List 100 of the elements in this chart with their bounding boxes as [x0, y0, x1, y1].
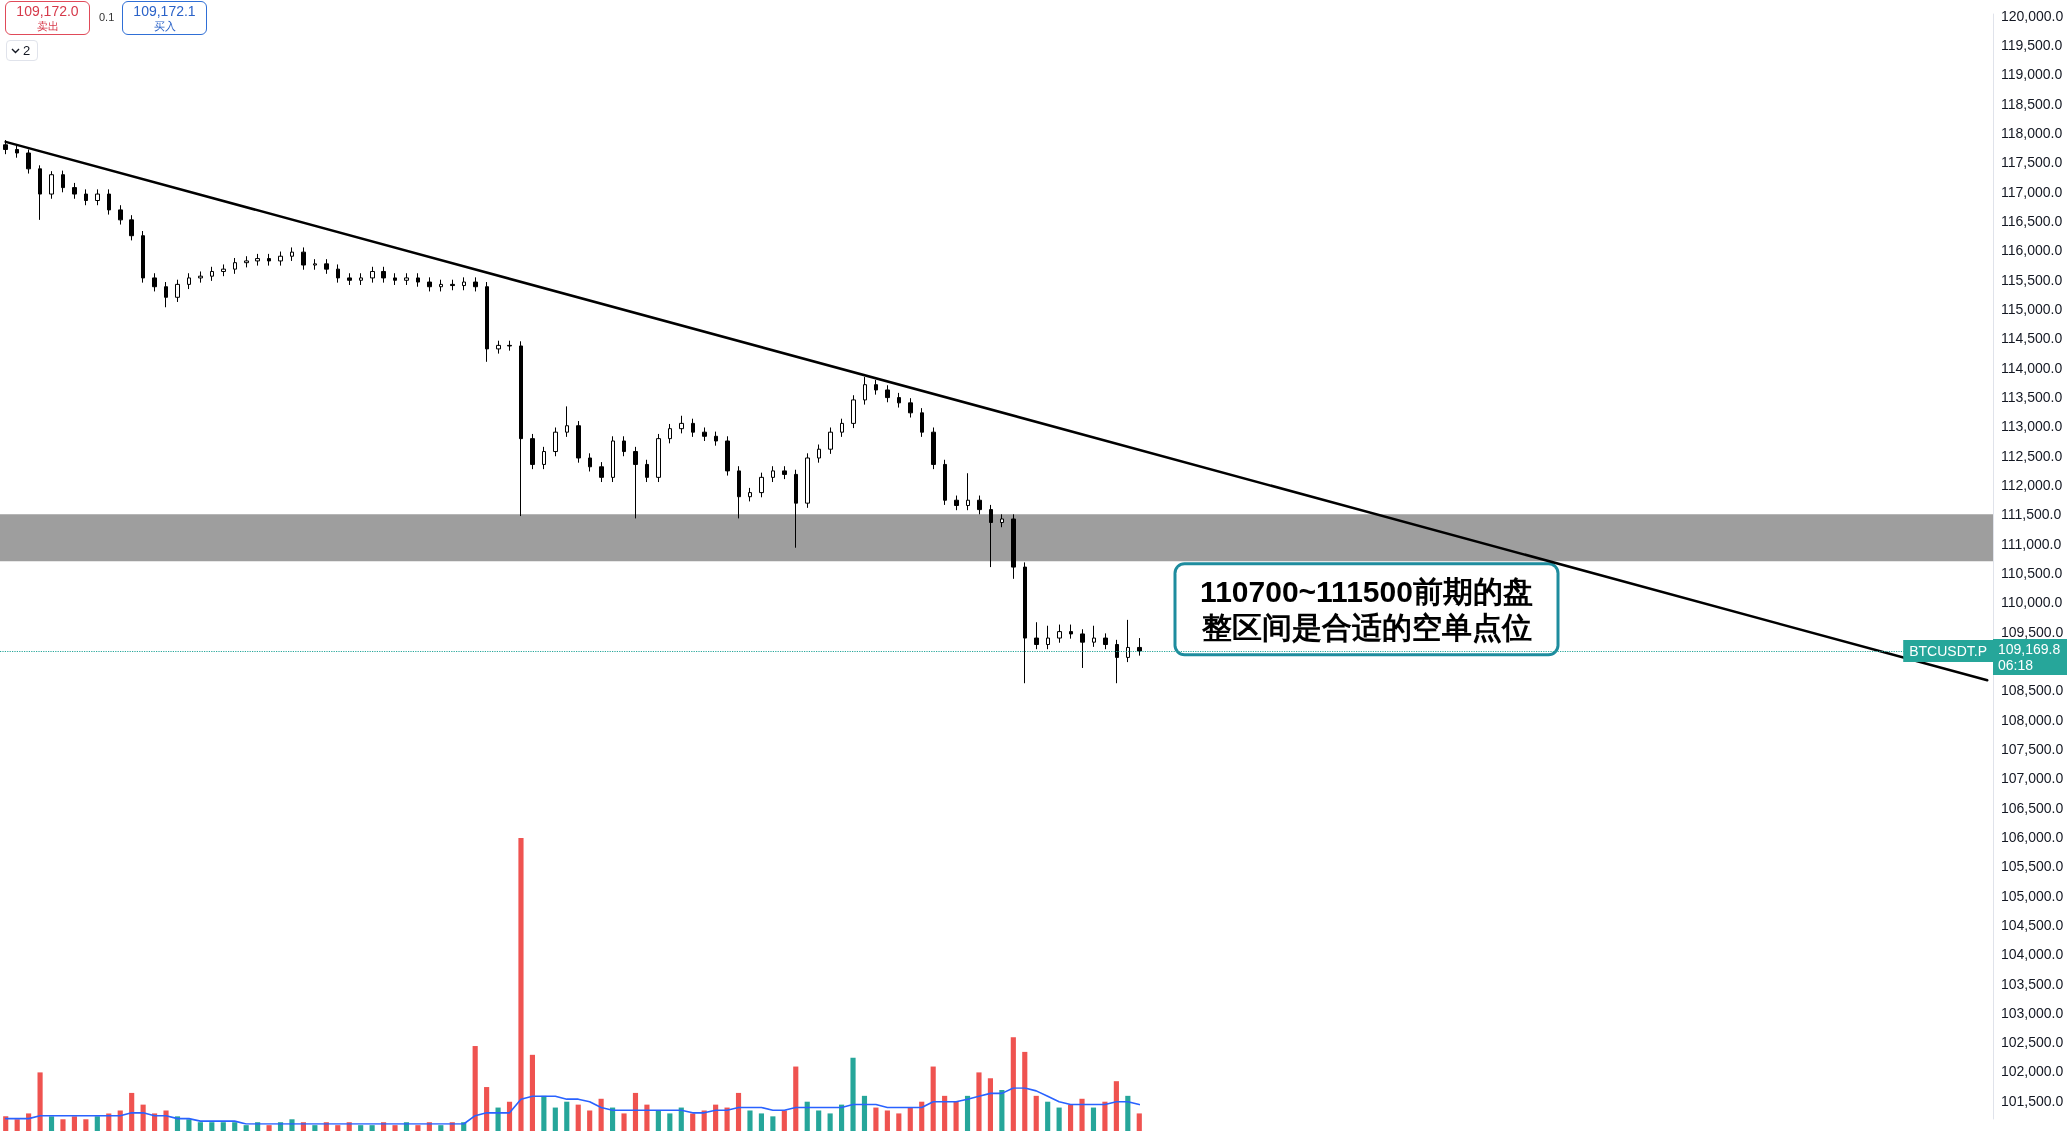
candlestick [439, 279, 443, 292]
bar [1090, 1107, 1097, 1131]
candlestick [1023, 561, 1027, 684]
bar [209, 1122, 215, 1131]
candlestick [49, 170, 54, 200]
bar [415, 1125, 421, 1131]
bar [747, 1110, 753, 1131]
bar [575, 1104, 581, 1131]
bar [678, 1107, 684, 1131]
candlestick [1011, 513, 1016, 580]
bar [644, 1104, 650, 1131]
bar [964, 1095, 971, 1131]
y-tick-label: 112,500.0 [2001, 447, 2063, 464]
bar [94, 1116, 100, 1131]
bar [690, 1113, 696, 1131]
bar [701, 1110, 707, 1131]
candlestick [278, 251, 283, 267]
annotation: 0.1 [99, 11, 115, 23]
bar [804, 1101, 810, 1131]
bar [861, 1095, 868, 1131]
candlestick [313, 258, 317, 271]
candlestick [782, 465, 787, 480]
candlestick [38, 164, 42, 221]
candlestick [542, 446, 546, 470]
candlestick [141, 230, 145, 284]
bar [60, 1119, 66, 1131]
y-tick-label: 103,000.0 [2001, 1004, 2064, 1021]
candlestick [450, 279, 455, 291]
candlestick [336, 263, 340, 284]
candlestick [15, 145, 19, 159]
candlestick [679, 415, 684, 434]
bar [1102, 1101, 1108, 1131]
bar [930, 1066, 936, 1131]
candlestick [427, 276, 432, 292]
buy-button: 109,172.1 买入 [122, 1, 207, 35]
bar [1022, 1051, 1028, 1131]
bar [781, 1110, 787, 1131]
bar [919, 1101, 925, 1131]
bar [174, 1116, 181, 1131]
y-tick-label: 108,500.0 [2001, 682, 2064, 699]
candlestick [954, 495, 959, 511]
candlestick [267, 253, 271, 267]
candlestick [817, 444, 821, 464]
candlestick [966, 472, 970, 511]
y-tick-label: 112,000.0 [2001, 476, 2063, 493]
y-tick-label: 105,000.0 [2001, 887, 2064, 904]
bar [266, 1125, 272, 1131]
bar [839, 1104, 845, 1131]
y-tick-label: 104,500.0 [2001, 916, 2064, 933]
y-tick-label: 110,000.0 [2001, 594, 2063, 611]
candlestick [301, 246, 306, 271]
candlestick [381, 266, 386, 284]
annotation: 卖出 [35, 19, 60, 34]
bar [37, 1072, 43, 1131]
bar [438, 1125, 444, 1131]
y-tick-label: 111,000.0 [2001, 535, 2062, 552]
candlestick [977, 495, 982, 515]
bar [1010, 1037, 1016, 1131]
candlestick [863, 376, 867, 406]
candlestick [885, 384, 890, 403]
candlestick [290, 246, 294, 262]
bar [1045, 1101, 1051, 1131]
candlestick [164, 281, 168, 308]
candlestick [210, 266, 214, 282]
bar [232, 1122, 238, 1131]
y-tick-label: 109,500.0 [2001, 623, 2064, 640]
y-tick-label: 107,500.0 [2001, 740, 2064, 757]
candlestick [1034, 621, 1039, 650]
bar [873, 1107, 879, 1131]
candlestick [255, 253, 260, 267]
bar [312, 1125, 318, 1131]
annotation: 买入 [152, 19, 177, 34]
candlestick [576, 420, 581, 464]
y-tick-label: 114,000.0 [2001, 359, 2063, 376]
bar [197, 1122, 203, 1131]
candlestick [485, 281, 489, 363]
candlestick [989, 504, 993, 568]
candlestick [1000, 513, 1004, 528]
candlestick [1080, 628, 1085, 669]
candlestick [152, 272, 157, 292]
bar [621, 1113, 627, 1131]
candlestick [129, 214, 134, 241]
bar [1033, 1095, 1039, 1131]
candlestick [496, 340, 501, 355]
y-tick-label: 115,500.0 [2001, 271, 2063, 288]
candlestick [95, 188, 100, 206]
candlestick [1092, 625, 1096, 648]
sell-button: 109,172.0 卖出 [5, 1, 90, 35]
candlestick [725, 435, 730, 477]
y-tick-label: 105,500.0 [2001, 858, 2064, 875]
y-tick-label: 119,500.0 [2001, 37, 2063, 54]
candlestick [656, 433, 661, 483]
candlestick [588, 452, 592, 472]
y-tick-label: 116,000.0 [2001, 242, 2063, 259]
candlestick [72, 182, 77, 200]
y-tick-label: 114,500.0 [2001, 330, 2063, 347]
bar [541, 1095, 547, 1131]
bar [587, 1110, 593, 1131]
bar [1125, 1095, 1131, 1131]
candlestick [370, 266, 375, 284]
